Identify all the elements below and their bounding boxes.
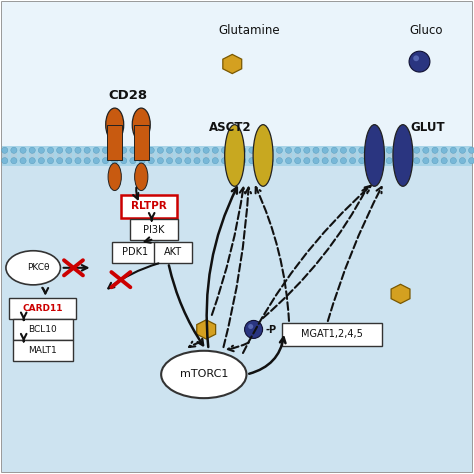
Circle shape bbox=[285, 157, 292, 164]
FancyBboxPatch shape bbox=[13, 340, 73, 361]
Circle shape bbox=[221, 157, 228, 164]
Circle shape bbox=[349, 157, 356, 164]
Text: mTORC1: mTORC1 bbox=[180, 369, 228, 380]
Circle shape bbox=[468, 157, 474, 164]
Bar bbox=[93, 153, 100, 158]
Text: PKCθ: PKCθ bbox=[27, 264, 49, 272]
Circle shape bbox=[267, 157, 273, 164]
Bar bbox=[212, 153, 219, 158]
Circle shape bbox=[304, 147, 310, 154]
Circle shape bbox=[148, 147, 155, 154]
Circle shape bbox=[414, 157, 420, 164]
Circle shape bbox=[157, 147, 164, 154]
Bar bbox=[359, 153, 365, 158]
Ellipse shape bbox=[108, 163, 121, 191]
Circle shape bbox=[249, 157, 255, 164]
Bar bbox=[2, 2, 472, 146]
Circle shape bbox=[20, 147, 26, 154]
Circle shape bbox=[459, 157, 465, 164]
Circle shape bbox=[102, 157, 109, 164]
Circle shape bbox=[221, 147, 228, 154]
Text: BCL10: BCL10 bbox=[28, 325, 57, 334]
Circle shape bbox=[404, 157, 410, 164]
Circle shape bbox=[194, 157, 200, 164]
Circle shape bbox=[130, 147, 136, 154]
Bar bbox=[295, 153, 301, 158]
Circle shape bbox=[11, 147, 17, 154]
Circle shape bbox=[139, 157, 145, 164]
Bar bbox=[368, 153, 374, 158]
Circle shape bbox=[130, 157, 136, 164]
Circle shape bbox=[459, 147, 465, 154]
FancyBboxPatch shape bbox=[130, 219, 178, 240]
Circle shape bbox=[66, 157, 72, 164]
Circle shape bbox=[349, 147, 356, 154]
Circle shape bbox=[276, 147, 283, 154]
Circle shape bbox=[377, 147, 383, 154]
Circle shape bbox=[84, 157, 90, 164]
Bar bbox=[377, 153, 383, 158]
Circle shape bbox=[203, 147, 209, 154]
Circle shape bbox=[230, 147, 237, 154]
Circle shape bbox=[75, 157, 81, 164]
Circle shape bbox=[29, 147, 35, 154]
Bar bbox=[414, 153, 420, 158]
Bar bbox=[102, 153, 109, 158]
Text: MALT1: MALT1 bbox=[28, 346, 57, 355]
Circle shape bbox=[93, 157, 100, 164]
Circle shape bbox=[166, 147, 173, 154]
Bar bbox=[468, 153, 474, 158]
Polygon shape bbox=[391, 284, 410, 303]
Text: PI3K: PI3K bbox=[143, 225, 165, 235]
Circle shape bbox=[313, 157, 319, 164]
Ellipse shape bbox=[106, 108, 124, 141]
Circle shape bbox=[386, 157, 392, 164]
Circle shape bbox=[423, 157, 429, 164]
Bar bbox=[75, 153, 81, 158]
Bar bbox=[304, 153, 310, 158]
Text: PDK1: PDK1 bbox=[122, 247, 148, 257]
Circle shape bbox=[432, 157, 438, 164]
Circle shape bbox=[386, 147, 392, 154]
Circle shape bbox=[423, 147, 429, 154]
Circle shape bbox=[295, 157, 301, 164]
Circle shape bbox=[340, 157, 346, 164]
Bar bbox=[230, 153, 237, 158]
Circle shape bbox=[340, 147, 346, 154]
Text: CD28: CD28 bbox=[109, 89, 147, 102]
Circle shape bbox=[248, 324, 253, 329]
Text: ASCT2: ASCT2 bbox=[209, 121, 251, 134]
FancyBboxPatch shape bbox=[13, 319, 73, 340]
Bar bbox=[340, 153, 346, 158]
Ellipse shape bbox=[161, 351, 246, 398]
Circle shape bbox=[166, 157, 173, 164]
FancyBboxPatch shape bbox=[112, 242, 158, 263]
Bar bbox=[322, 153, 328, 158]
Circle shape bbox=[395, 157, 401, 164]
Bar bbox=[349, 153, 356, 158]
Bar bbox=[139, 153, 145, 158]
Text: AKT: AKT bbox=[164, 247, 182, 257]
Ellipse shape bbox=[132, 108, 150, 141]
Ellipse shape bbox=[253, 125, 273, 186]
Circle shape bbox=[212, 147, 219, 154]
Circle shape bbox=[441, 157, 447, 164]
Bar bbox=[38, 153, 45, 158]
FancyBboxPatch shape bbox=[9, 298, 76, 319]
Circle shape bbox=[47, 157, 54, 164]
Circle shape bbox=[93, 147, 100, 154]
Bar bbox=[240, 153, 246, 158]
Bar bbox=[258, 153, 264, 158]
Ellipse shape bbox=[135, 163, 148, 191]
Circle shape bbox=[359, 147, 365, 154]
Circle shape bbox=[276, 157, 283, 164]
Circle shape bbox=[203, 157, 209, 164]
Bar bbox=[221, 153, 228, 158]
Bar bbox=[203, 153, 209, 158]
Circle shape bbox=[148, 157, 155, 164]
Circle shape bbox=[121, 147, 127, 154]
Bar bbox=[148, 153, 155, 158]
Circle shape bbox=[2, 157, 8, 164]
Circle shape bbox=[84, 147, 90, 154]
